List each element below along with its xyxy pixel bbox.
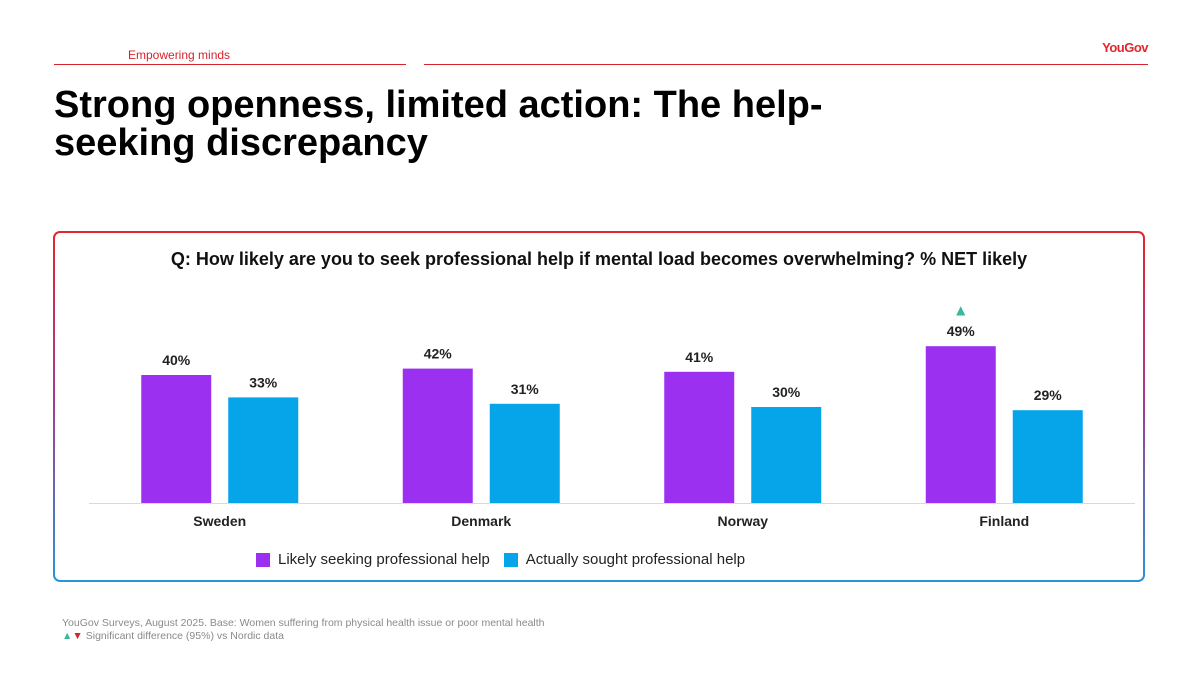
category-label-norway: Norway (717, 513, 768, 529)
data-label-denmark-series-1: 42% (424, 346, 453, 362)
significance-up-icon: ▲ (956, 303, 966, 317)
chart-title: Q: How likely are you to seek profession… (170, 249, 1028, 269)
data-label-finland-series-2: 29% (1034, 387, 1063, 403)
brand-logo: YouGov (1102, 40, 1148, 55)
category-label-finland: Finland (979, 513, 1029, 529)
sig-text: Significant difference (95%) vs Nordic d… (85, 630, 284, 642)
bar-finland-series-1 (925, 346, 996, 503)
category-label-sweden: Sweden (193, 513, 246, 529)
data-label-finland-series-1: 49% (947, 323, 976, 339)
sig-up-icon: ▲ (62, 630, 73, 642)
footnote: YouGov Surveys, August 2025. Base: Women… (62, 617, 545, 643)
bar-chart: 40% 33% Sweden 42% 31% Denmark 41% 30% Norway 49%… (89, 303, 1135, 529)
data-label-norway-series-2: 30% (772, 384, 801, 400)
chart-legend: Likely seeking professional help Actuall… (256, 551, 759, 568)
bar-denmark-series-2 (489, 403, 560, 503)
header-rule-left (54, 64, 406, 65)
bar-sweden-series-2 (228, 397, 299, 503)
section-label: Empowering minds (128, 48, 231, 62)
category-label-denmark: Denmark (451, 513, 511, 529)
page-title: Strong openness, limited action: The hel… (54, 84, 823, 164)
bar-norway-series-2 (751, 407, 822, 503)
legend-item-likely: Likely seeking professional help (256, 551, 490, 568)
legend-label-actual: Actually sought professional help (525, 551, 746, 568)
data-label-sweden-series-2: 33% (249, 374, 278, 390)
bar-sweden-series-1 (141, 375, 212, 503)
chart-card-inner: Q: How likely are you to seek profession… (55, 233, 1143, 580)
data-label-norway-series-1: 41% (685, 349, 714, 365)
chart-card: Q: How likely are you to seek profession… (53, 231, 1145, 582)
bar-finland-series-2 (1012, 410, 1083, 503)
sig-down-icon: ▼ (72, 630, 83, 642)
bar-denmark-series-1 (402, 368, 473, 503)
legend-swatch-blue (503, 552, 518, 567)
legend-item-actual: Actually sought professional help (503, 551, 746, 568)
legend-swatch-purple (256, 552, 270, 567)
legend-label-likely: Likely seeking professional help (278, 551, 490, 568)
data-label-denmark-series-2: 31% (511, 381, 540, 397)
header-rule-right (424, 64, 1148, 65)
footnote-source: YouGov Surveys, August 2025. Base: Women… (62, 617, 545, 629)
footnote-significance: ▲▼ Significant difference (95%) vs Nordi… (62, 630, 545, 643)
data-label-sweden-series-1: 40% (162, 352, 191, 368)
bar-norway-series-1 (664, 371, 735, 503)
